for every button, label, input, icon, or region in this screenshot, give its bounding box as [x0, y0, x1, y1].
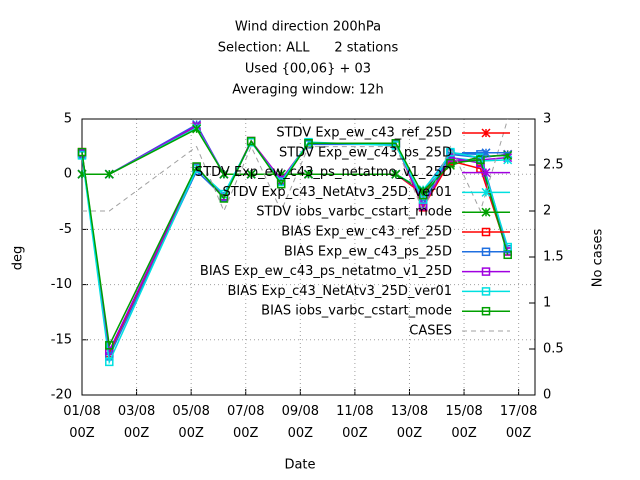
y-tick-label: -20	[51, 388, 72, 403]
x-tick-label: 01/08 00Z	[63, 404, 100, 441]
y-tick-label: -5	[59, 222, 72, 237]
legend: STDV Exp_ew_c43_ref_25D STDV Exp_ew_c43_p…	[195, 126, 510, 339]
data-point	[105, 346, 114, 356]
data-point	[219, 194, 229, 203]
legend-label: STDV Exp_c43_NetAtv3_25D_ver01	[222, 185, 452, 200]
data-point	[104, 169, 114, 179]
series-line	[81, 139, 509, 348]
legend-marker	[481, 306, 491, 316]
y2-tick-label: 2	[543, 204, 551, 219]
x-tick-label: 05/08 00Z	[172, 404, 209, 441]
legend-label: STDV Exp_ew_c43_ps_netatmo_v1_25D	[195, 165, 452, 180]
legend-label: STDV Exp_ew_c43_ref_25D	[276, 126, 452, 141]
y-axis-label: deg	[11, 246, 26, 271]
legend-marker	[481, 148, 491, 158]
legend-marker	[481, 247, 491, 257]
legend-marker	[481, 287, 491, 296]
legend-marker	[481, 128, 491, 138]
x-tick-label: 11/08 00Z	[336, 404, 373, 441]
data-point	[303, 169, 314, 179]
legend-label: STDV Exp_ew_c43_ps_25D	[279, 145, 452, 160]
y-tick-label: 0	[64, 167, 72, 182]
x-tick-label: 09/08 00Z	[282, 404, 319, 441]
legend-marker	[481, 267, 491, 276]
data-point	[219, 169, 229, 179]
legend-label: BIAS Exp_c43_NetAtv3_25D_ver01	[227, 284, 452, 299]
x-tick-label: 17/08 00Z	[500, 404, 537, 441]
x-tick-label: 13/08 00Z	[391, 404, 428, 441]
x-axis-label: Date	[284, 458, 315, 473]
y-tick-label: 5	[64, 112, 72, 127]
y2-tick-label: 0	[543, 388, 551, 403]
data-point	[246, 136, 256, 146]
y-tick-label: -10	[51, 277, 72, 292]
series-line	[82, 118, 509, 213]
y-tick-label: -15	[51, 332, 72, 347]
legend-label: BIAS Exp_ew_c43_ref_25D	[281, 225, 452, 240]
plot-border	[81, 118, 536, 396]
x-tick-label: 07/08 00Z	[227, 404, 264, 441]
legend-marker	[481, 168, 491, 178]
chart-title: Wind direction 200hPa	[235, 20, 381, 35]
legend-label: STDV iobs_varbc_cstart_mode	[256, 205, 452, 220]
data-point	[192, 124, 202, 134]
data-point	[391, 169, 401, 179]
y2-tick-label: 0.5	[543, 342, 564, 357]
y2-tick-label: 1.5	[543, 250, 564, 265]
y2-tick-label: 1	[543, 296, 551, 311]
chart-title: Used {00,06} + 03	[245, 62, 371, 77]
data-point	[192, 162, 201, 171]
data-point	[77, 147, 87, 157]
legend-label: BIAS iobs_varbc_cstart_mode	[261, 304, 452, 319]
chart-title: Averaging window: 12h	[232, 83, 384, 98]
y2-tick-label: 3	[543, 112, 551, 127]
y2-axis-label: No cases	[591, 229, 606, 288]
data-point	[105, 357, 114, 367]
data-point	[105, 341, 114, 350]
legend-marker	[481, 187, 491, 197]
chart-title: Selection: ALL 2 stations	[218, 41, 399, 56]
data-point	[446, 158, 455, 168]
data-point	[276, 179, 286, 189]
series-line	[81, 140, 509, 365]
legend-label: BIAS Exp_ew_c43_ps_netatmo_v1_25D	[200, 264, 452, 279]
legend-marker	[481, 207, 491, 217]
data-point	[446, 147, 455, 157]
x-tick-label: 03/08 00Z	[118, 404, 155, 441]
data-point	[246, 169, 256, 179]
data-point	[418, 190, 428, 200]
legend-label: CASES	[409, 324, 452, 339]
data-point	[476, 155, 485, 165]
y2-tick-label: 2.5	[543, 158, 564, 173]
legend-marker	[481, 227, 491, 237]
x-tick-label: 15/08 00Z	[445, 404, 482, 441]
legend-label: BIAS Exp_ew_c43_ps_25D	[284, 244, 452, 259]
series-line	[82, 127, 508, 192]
